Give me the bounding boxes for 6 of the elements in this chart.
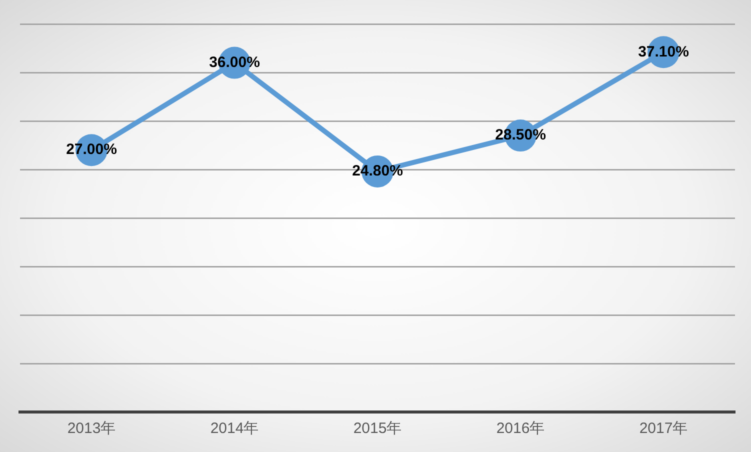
x-tick-label: 2015年 [353, 420, 402, 438]
x-tick-label: 2017年 [639, 420, 688, 438]
x-tick-label: 2014年 [210, 420, 259, 438]
x-tick-label: 2013年 [67, 420, 116, 438]
x-tick-label: 2016年 [496, 420, 545, 438]
data-label: 24.80% [352, 162, 403, 180]
